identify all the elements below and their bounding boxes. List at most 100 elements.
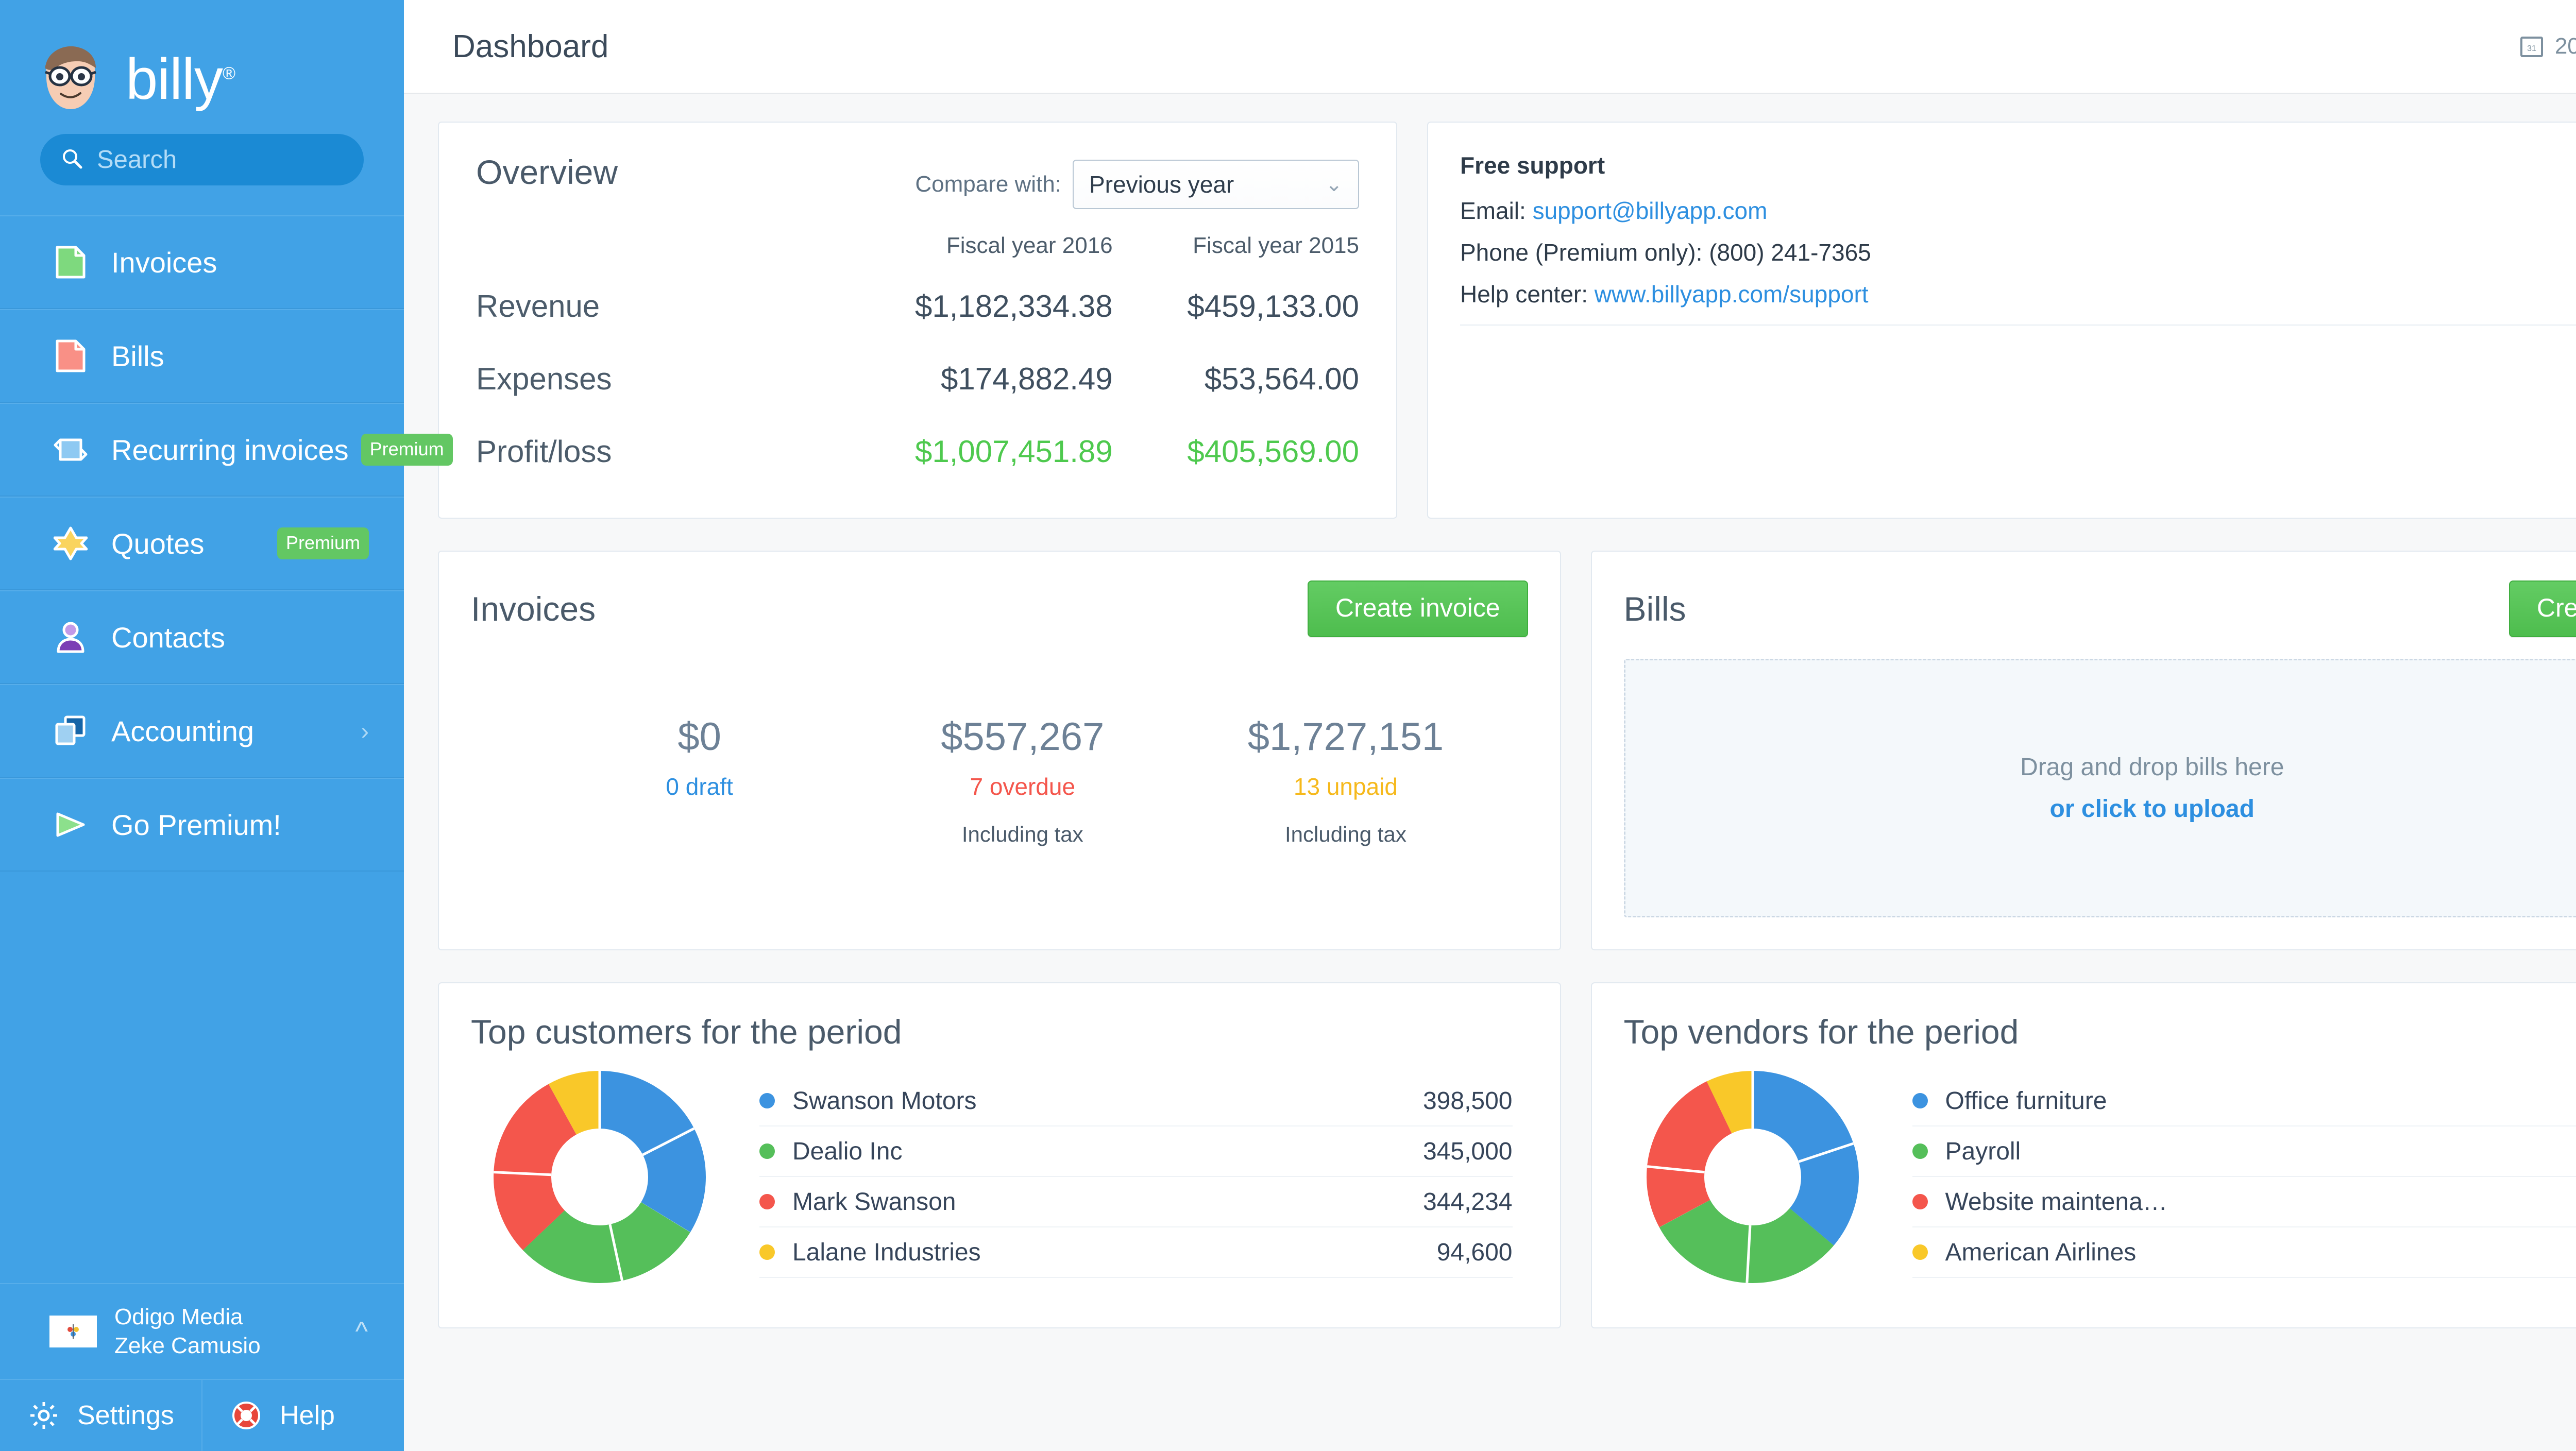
stacked-squares-icon [52, 715, 90, 747]
sidebar-bottom: Odigo Media Zeke Camusio ^ [0, 1283, 404, 1451]
legend-dot-icon [759, 1093, 775, 1108]
row-current-value: $1,182,334.38 [914, 289, 1113, 323]
sidebar-item-quotes[interactable]: Quotes Premium [0, 497, 404, 590]
stat-amount: $557,267 [941, 715, 1105, 759]
play-triangle-icon [52, 810, 90, 840]
premium-badge: Premium [361, 434, 453, 466]
column-header-previous: Fiscal year 2015 [1193, 233, 1359, 258]
legend-item[interactable]: American Airlines 12,489 [1912, 1227, 2576, 1278]
sidebar: billy® [0, 0, 453, 1451]
search-input[interactable] [97, 145, 343, 174]
footer-settings-label: Settings [77, 1401, 174, 1430]
sidebar-item-invoices[interactable]: Invoices [0, 215, 404, 309]
fiscal-year-indicator[interactable]: 31 2016 fiscal year [2520, 33, 2576, 59]
row-label: Profit/loss [476, 434, 612, 469]
legend-item[interactable]: Website maintena… 45,000 [1912, 1177, 2576, 1227]
legend-item[interactable]: Payroll 54,140 [1912, 1126, 2576, 1177]
overview-card: Overview Compare with: Previous year ⌄ [438, 122, 1397, 519]
compare-with-select[interactable]: Previous year ⌄ [1073, 160, 1359, 209]
dropzone-text: Drag and drop bills here [2020, 754, 2284, 781]
table-row: Revenue $1,182,334.38 $459,133.00 [476, 270, 1359, 343]
support-email-link[interactable]: support@billyapp.com [1532, 197, 1768, 224]
support-divider [1460, 325, 2576, 326]
support-phone-value: (800) 241-7365 [1709, 239, 1871, 266]
legend-label: Website maintena… [1945, 1188, 2167, 1216]
footer-help-button[interactable]: Help [201, 1380, 404, 1451]
legend-item[interactable]: Office furniture 63,253 [1912, 1076, 2576, 1126]
org-switcher[interactable]: Odigo Media Zeke Camusio ^ [0, 1283, 404, 1379]
stat-status: 0 draft [666, 773, 733, 800]
dropzone-upload-link[interactable]: or click to upload [2049, 795, 2255, 823]
spacer-header [476, 233, 829, 270]
sidebar-item-label: Go Premium! [111, 808, 281, 841]
top-vendors-legend: Office furniture 63,253 Payroll 54,140 W… [1912, 1076, 2576, 1278]
legend-value: 398,500 [1422, 1087, 1513, 1115]
person-icon [52, 621, 90, 654]
legend-item[interactable]: Lalane Industries 94,600 [759, 1227, 1513, 1278]
bills-header: Bills Create bill [1624, 581, 2576, 637]
invoice-stat-overdue[interactable]: $557,267 7 overdue Including tax [861, 714, 1184, 849]
table-row: Expenses $174,882.49 $53,564.00 [476, 343, 1359, 415]
create-bill-button[interactable]: Create bill [2509, 581, 2576, 637]
sidebar-nav: Invoices Bills [0, 215, 453, 872]
legend-item[interactable]: Dealio Inc 345,000 [759, 1126, 1513, 1177]
org-user-name: Zeke Camusio [114, 1333, 261, 1358]
sidebar-item-contacts[interactable]: Contacts [0, 590, 404, 684]
brand-name: billy® [126, 47, 235, 111]
brand-logo[interactable]: billy® [0, 0, 404, 129]
dashboard-content: Overview Compare with: Previous year ⌄ [404, 94, 2576, 1451]
stat-amount: $1,727,151 [1247, 715, 1444, 759]
sidebar-item-label: Recurring invoices [111, 433, 349, 466]
legend-dot-icon [1912, 1093, 1928, 1108]
stat-tax-note: Including tax [1285, 822, 1406, 846]
top-vendors-card: Top vendors for the period [1590, 982, 2576, 1328]
sidebar-item-accounting[interactable]: Accounting › [0, 684, 404, 778]
row-current-value: $174,882.49 [940, 362, 1113, 396]
sidebar-footer: Settings Help [0, 1379, 404, 1451]
footer-settings-button[interactable]: Settings [0, 1380, 201, 1451]
sidebar-item-bills[interactable]: Bills [0, 309, 404, 403]
search-icon [61, 147, 83, 173]
bill-document-icon [52, 339, 90, 373]
invoice-stat-draft[interactable]: $0 0 draft [538, 714, 861, 849]
invoice-stat-unpaid[interactable]: $1,727,151 13 unpaid Including tax [1184, 714, 1507, 849]
support-phone-line: Phone (Premium only): (800) 241-7365 [1460, 238, 2576, 266]
footer-help-label: Help [280, 1401, 335, 1430]
sidebar-item-label: Bills [111, 339, 164, 372]
lifebuoy-icon [231, 1401, 264, 1430]
compare-selected-value: Previous year [1089, 171, 1234, 198]
top-vendors-donut [1624, 1064, 1882, 1290]
sidebar-item-label: Contacts [111, 621, 225, 654]
chevron-up-icon[interactable]: ^ [355, 1317, 368, 1346]
bills-dropzone[interactable]: Drag and drop bills here or click to upl… [1623, 659, 2576, 917]
legend-item[interactable]: Swanson Motors 398,500 [759, 1076, 1513, 1126]
org-logo-icon [49, 1316, 97, 1347]
table-row: Profit/loss $1,007,451.89 $405,569.00 [476, 415, 1359, 488]
row-previous-value: $459,133.00 [1187, 289, 1359, 323]
create-invoice-button[interactable]: Create invoice [1307, 581, 1528, 637]
svg-text:31: 31 [2527, 44, 2536, 53]
support-title: Free support [1460, 152, 1605, 179]
support-email-label: Email: [1460, 197, 1526, 224]
sidebar-item-label: Quotes [111, 527, 205, 560]
free-support-card: Free support Email: support@billyapp.com… [1427, 122, 2576, 519]
legend-dot-icon [759, 1143, 775, 1159]
star-icon [52, 526, 90, 560]
topbar: Dashboard 31 2016 fiscal year [404, 0, 2576, 94]
top-customers-body: Swanson Motors 398,500 Dealio Inc 345,00… [471, 1064, 1528, 1290]
column-header-current: Fiscal year 2016 [946, 233, 1113, 258]
stat-tax-note: Including tax [961, 822, 1083, 846]
fiscal-year-label: 2016 fiscal year [2554, 33, 2576, 59]
sidebar-item-label: Accounting [111, 714, 255, 747]
top-customers-legend: Swanson Motors 398,500 Dealio Inc 345,00… [759, 1076, 1528, 1278]
sidebar-item-recurring-invoices[interactable]: Recurring invoices Premium [0, 403, 453, 497]
legend-label: Swanson Motors [792, 1087, 977, 1115]
legend-label: American Airlines [1945, 1238, 2137, 1266]
donut-chart-customers [494, 1071, 706, 1283]
search-box[interactable] [40, 134, 364, 185]
invoices-card: Invoices Create invoice $0 0 draft $557,… [438, 551, 1561, 950]
legend-dot-icon [1912, 1194, 1928, 1209]
legend-item[interactable]: Mark Swanson 344,234 [759, 1177, 1513, 1227]
support-help-link[interactable]: www.billyapp.com/support [1594, 281, 1869, 308]
sidebar-item-go-premium[interactable]: Go Premium! [0, 778, 404, 872]
